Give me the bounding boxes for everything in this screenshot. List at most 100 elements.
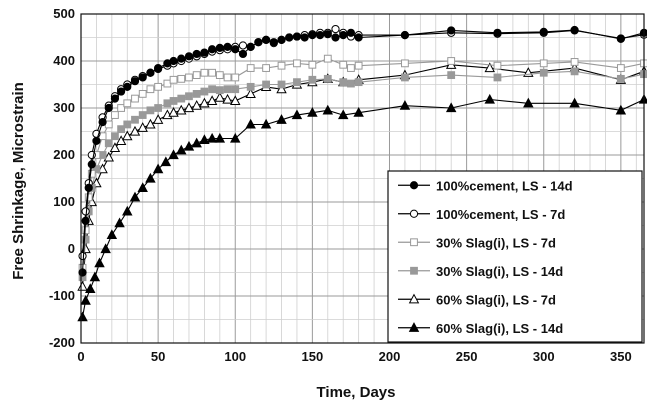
data-point xyxy=(87,160,96,169)
data-point xyxy=(192,49,201,59)
data-point xyxy=(262,80,270,89)
data-point xyxy=(109,142,121,153)
data-point xyxy=(176,144,187,155)
data-point xyxy=(215,43,224,52)
tick-labels: -200 -100 0 100 200 300 400 500 0 50 100 150 200 250 3… xyxy=(49,6,632,364)
data-point xyxy=(246,42,255,52)
data-point xyxy=(176,104,187,115)
data-point xyxy=(322,104,334,115)
data-point xyxy=(123,99,132,108)
data-point xyxy=(117,125,126,134)
data-point xyxy=(114,217,125,228)
data-point xyxy=(231,85,240,94)
data-point xyxy=(192,90,201,98)
data-point xyxy=(200,68,209,77)
data-point xyxy=(539,59,548,68)
data-point xyxy=(154,82,163,91)
data-point xyxy=(215,86,224,95)
plot-frame xyxy=(80,13,645,344)
data-point xyxy=(293,59,301,68)
data-point xyxy=(183,102,195,113)
data-point xyxy=(570,67,579,76)
data-point xyxy=(200,87,209,96)
x-tick-label: 150 xyxy=(302,349,324,364)
data-point xyxy=(277,80,286,89)
data-point xyxy=(168,149,179,160)
data-point xyxy=(177,54,186,63)
data-point xyxy=(230,95,241,106)
data-point xyxy=(293,78,301,87)
series xyxy=(77,93,647,322)
data-point xyxy=(104,139,113,148)
data-point xyxy=(246,64,255,72)
y-tick-label: -200 xyxy=(49,335,75,350)
legend-label: 100%cement, LS - 14d xyxy=(436,178,573,193)
data-point xyxy=(445,102,457,113)
data-point xyxy=(615,104,627,115)
x-tick-label: 100 xyxy=(224,349,246,364)
data-point xyxy=(409,209,419,218)
data-point xyxy=(152,163,164,174)
legend-label: 60% Slag(i), LS - 14d xyxy=(436,321,563,336)
data-point xyxy=(339,60,348,69)
data-point xyxy=(323,30,332,39)
x-tick-label: 350 xyxy=(610,349,632,364)
data-point xyxy=(146,68,155,77)
data-point xyxy=(104,103,113,113)
data-point xyxy=(276,83,287,94)
data-point xyxy=(292,32,302,41)
data-point xyxy=(123,120,132,129)
data-point xyxy=(206,132,218,143)
data-point xyxy=(87,169,96,178)
data-point xyxy=(254,38,263,47)
data-point xyxy=(206,95,218,106)
data-point xyxy=(238,41,248,50)
data-point xyxy=(484,93,495,104)
data-point xyxy=(154,104,163,112)
data-point xyxy=(223,73,232,82)
data-point xyxy=(129,191,141,202)
data-point xyxy=(347,79,355,88)
data-point xyxy=(616,74,625,83)
data-point xyxy=(261,35,271,44)
data-point xyxy=(307,107,318,117)
y-tick-label: 100 xyxy=(53,194,75,209)
x-tick-label: 0 xyxy=(77,349,84,364)
data-point xyxy=(523,97,534,108)
data-point xyxy=(191,99,202,110)
data-point xyxy=(339,31,348,40)
data-point xyxy=(570,58,579,66)
data-point xyxy=(110,94,120,103)
data-point xyxy=(269,38,278,47)
data-point xyxy=(447,26,456,35)
series xyxy=(78,54,647,272)
data-point xyxy=(262,64,270,72)
data-point xyxy=(80,295,91,305)
data-point xyxy=(185,92,193,101)
data-point xyxy=(347,64,355,72)
data-point xyxy=(346,28,356,37)
data-point xyxy=(245,88,256,98)
legend-label: 60% Slag(i), LS - 7d xyxy=(436,292,556,307)
legend-entry: 60% Slag(i), LS - 14d xyxy=(398,321,563,336)
y-tick-label: -100 xyxy=(49,288,75,303)
data-point xyxy=(106,229,118,239)
data-point xyxy=(208,68,217,77)
data-point xyxy=(223,42,232,52)
data-point xyxy=(337,109,349,120)
data-point xyxy=(117,104,126,112)
data-point xyxy=(154,63,163,73)
data-point xyxy=(168,107,179,117)
data-point xyxy=(192,71,201,79)
data-point xyxy=(308,60,317,69)
data-point xyxy=(231,45,240,54)
data-point xyxy=(199,134,210,145)
legend: 100%cement, LS - 14d 100%cement, LS - 7d 3… xyxy=(387,170,643,343)
data-point xyxy=(117,87,126,96)
data-point xyxy=(169,75,178,84)
data-point xyxy=(115,135,127,145)
data-point xyxy=(277,61,286,70)
data-point xyxy=(354,78,363,87)
data-point xyxy=(138,111,147,119)
data-point xyxy=(323,54,332,63)
